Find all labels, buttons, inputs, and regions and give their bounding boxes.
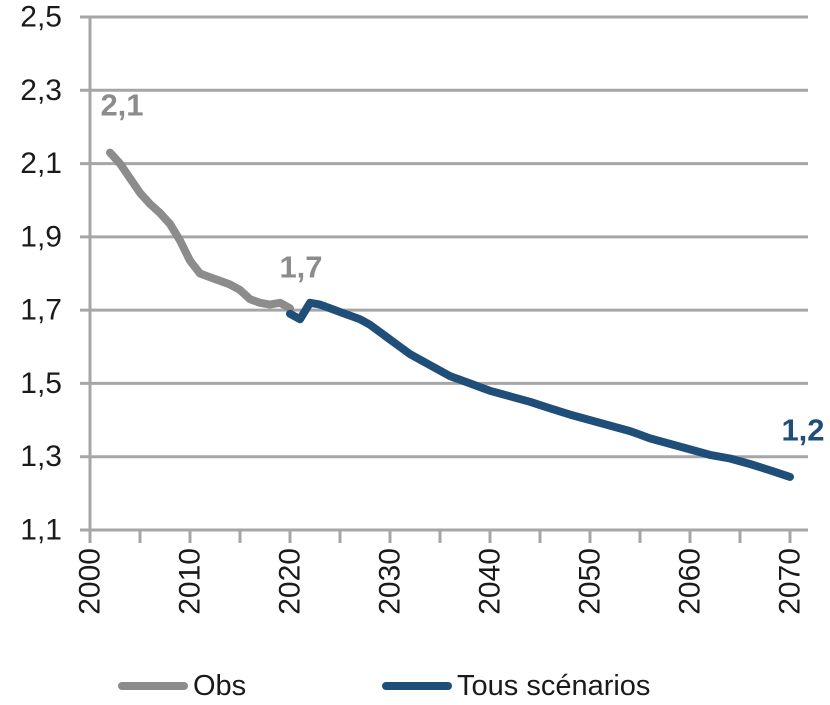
x-tick-label: 2010 — [174, 548, 207, 615]
chart-legend: Obs Tous scénarios — [0, 668, 830, 704]
x-tick-label: 2040 — [474, 548, 507, 615]
legend-label-obs: Obs — [193, 669, 247, 702]
line-chart: 1,1 1,3 1,5 1,7 1,9 2,1 2,3 2,5 2000 2010 2020 2030… — [20, 1, 824, 615]
x-tick-label: 2030 — [374, 548, 407, 615]
obs-line — [106, 148, 294, 313]
x-tick-label: 2050 — [574, 548, 607, 615]
y-tick-label: 2,5 — [20, 1, 62, 34]
x-tick-label: 2000 — [74, 548, 107, 615]
data-label: 2,1 — [100, 87, 143, 122]
legend-label-tous-scenarios: Tous scénarios — [457, 669, 651, 702]
x-tick-label: 2020 — [274, 548, 307, 615]
x-tick-label: 2070 — [774, 548, 807, 615]
tous-scenarios-line — [286, 298, 794, 481]
y-tick-label: 1,7 — [20, 294, 62, 327]
y-tick-label: 1,3 — [20, 440, 62, 473]
legend-item-obs: Obs — [118, 668, 246, 704]
y-tick-label: 2,1 — [20, 147, 62, 180]
legend-item-tous-scenarios: Tous scénarios — [382, 668, 650, 704]
data-label: 1,7 — [279, 249, 322, 284]
obs-line-swatch — [118, 682, 188, 690]
y-tick-label: 1,5 — [20, 367, 62, 400]
data-label: 1,2 — [781, 412, 824, 447]
y-tick-label: 1,1 — [20, 514, 62, 547]
y-tick-label: 1,9 — [20, 220, 62, 253]
x-tick-label: 2060 — [674, 548, 707, 615]
tous-scenarios-line-swatch — [382, 682, 452, 690]
y-tick-label: 2,3 — [20, 74, 62, 107]
